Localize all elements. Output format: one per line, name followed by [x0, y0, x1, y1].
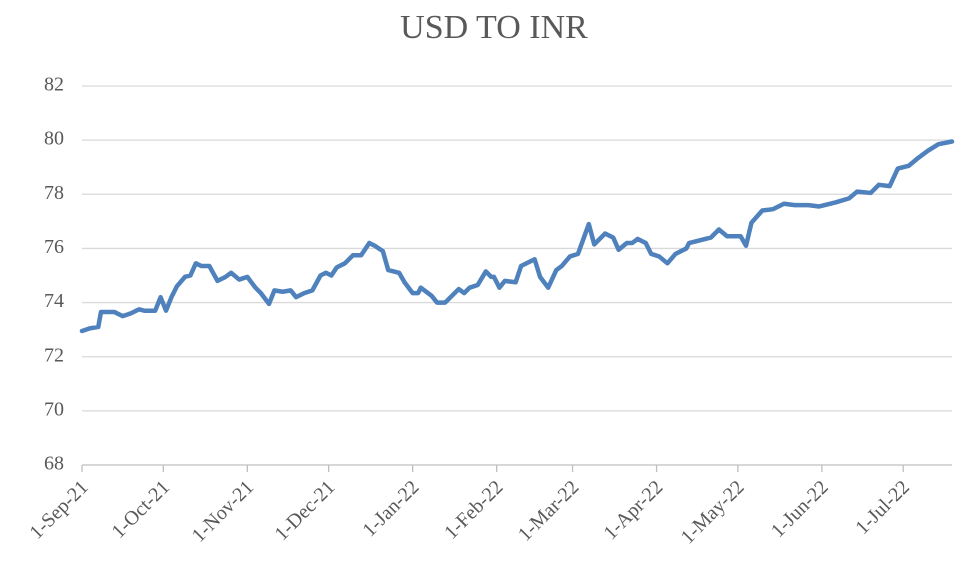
x-tick-label: 1-Dec-21: [270, 476, 339, 545]
x-tick-label: 1-Oct-21: [107, 476, 174, 543]
x-tick-label: 1-Sep-21: [25, 476, 92, 543]
y-tick-label: 78: [44, 182, 64, 204]
x-tick-label: 1-Jul-22: [851, 476, 914, 539]
x-tick-label: 1-Apr-22: [599, 476, 667, 544]
y-tick-label: 80: [44, 128, 64, 150]
x-tick-label: 1-Jun-22: [767, 476, 833, 542]
x-tick-label: 1-Nov-21: [188, 476, 259, 547]
y-tick-label: 70: [44, 398, 64, 420]
x-tick-label: 1-Jan-22: [358, 476, 423, 541]
line-series: [79, 139, 955, 334]
chart-title: USD TO INR: [400, 9, 588, 46]
x-tick-label: 1-May-22: [677, 476, 749, 548]
x-tick-label: 1-Feb-22: [440, 476, 507, 543]
y-tick-label: 82: [44, 74, 64, 96]
y-tick-label: 72: [44, 344, 64, 366]
x-tick-label: 1-Mar-22: [514, 476, 583, 545]
y-tick-label: 74: [44, 290, 64, 312]
y-tick-label: 68: [44, 453, 64, 475]
y-tick-label: 76: [44, 236, 64, 258]
